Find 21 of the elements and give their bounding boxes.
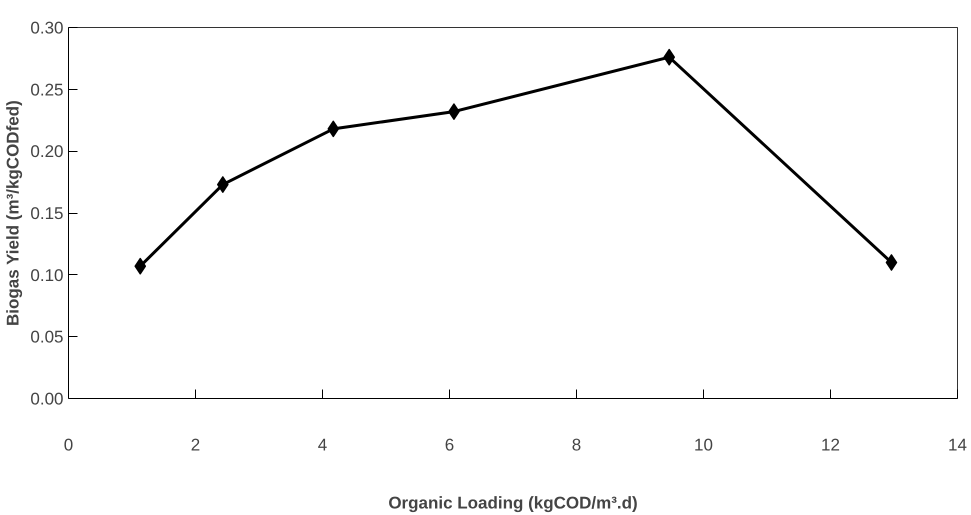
x-tick-label: 0 — [64, 436, 74, 454]
y-tick-label: 0.10 — [30, 266, 64, 285]
y-axis-title: Biogas Yield (m³/kgCODfed) — [3, 100, 22, 326]
y-tick-label: 0.15 — [30, 204, 64, 223]
y-tick-label: 0.20 — [30, 142, 64, 162]
x-tick-label: 12 — [821, 436, 840, 454]
x-tick-label: 10 — [694, 436, 713, 454]
y-tick-label: 0.30 — [30, 18, 64, 38]
x-tick-label: 6 — [444, 436, 454, 454]
x-tick-label: 2 — [190, 436, 200, 454]
x-tick-label: 14 — [948, 436, 967, 454]
point — [134, 258, 146, 275]
x-tick-label: 4 — [318, 436, 328, 454]
point — [663, 48, 676, 66]
x-axis-title: Organic Loading (kgCOD/m³.d) — [388, 494, 638, 512]
point — [216, 176, 229, 194]
y-tick-label: 0.25 — [30, 80, 64, 100]
x-tick-label: 8 — [572, 436, 582, 454]
point — [327, 120, 340, 138]
y-tick-label: 0.05 — [30, 328, 64, 347]
y-tick-label: 0.00 — [30, 390, 64, 408]
